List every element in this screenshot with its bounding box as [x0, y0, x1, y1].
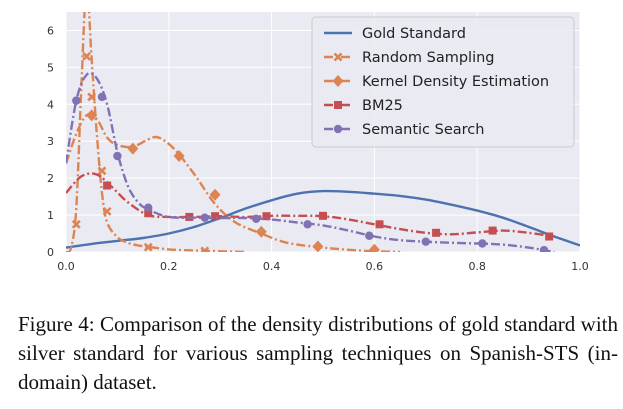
- y-tick-label: 4: [47, 98, 54, 111]
- data-point: [127, 142, 139, 155]
- data-point: [144, 203, 153, 212]
- y-axis-ticks: 0 1 2 3 4 5 6: [47, 24, 54, 259]
- legend-marker: [332, 75, 344, 87]
- y-tick-label: 0: [47, 246, 54, 259]
- data-point: [103, 181, 112, 190]
- data-point: [200, 246, 210, 252]
- legend-box: [311, 16, 575, 148]
- series-kernel-density-estimation: [66, 109, 401, 252]
- figure-caption: Figure 4: Comparison of the density dist…: [18, 312, 618, 394]
- data-point: [319, 211, 327, 220]
- y-tick-label: 3: [47, 135, 54, 148]
- density-chart: 0.0 0.2 0.4 0.6 0.8 1.0 0 1 2 3 4 5 6 Gold Standard…: [47, 12, 589, 273]
- legend-label: Random Sampling: [362, 50, 495, 66]
- data-point: [303, 220, 312, 229]
- data-point: [143, 242, 153, 252]
- x-tick-label: 0.0: [57, 260, 75, 273]
- data-point: [375, 220, 384, 229]
- legend-marker: [333, 52, 343, 62]
- x-tick-label: 0.2: [160, 260, 178, 273]
- x-axis-ticks: 0.0 0.2 0.4 0.6 0.8 1.0: [57, 260, 589, 273]
- data-point: [488, 226, 497, 235]
- legend-entry: Random Sampling: [324, 50, 495, 66]
- data-point: [102, 206, 112, 216]
- x-tick-label: 0.6: [366, 260, 384, 273]
- x-tick-label: 1.0: [571, 260, 589, 273]
- data-point: [82, 51, 91, 61]
- legend-entry: Semantic Search: [324, 122, 484, 138]
- x-tick-label: 0.8: [468, 260, 486, 273]
- data-point: [255, 225, 267, 238]
- y-tick-label: 6: [47, 24, 54, 37]
- legend-marker: [333, 124, 343, 134]
- data-point: [365, 231, 374, 240]
- series-line-bm25: [66, 172, 555, 238]
- data-point: [144, 209, 153, 218]
- data-point: [432, 228, 441, 237]
- legend-entry: Kernel Density Estimation: [324, 74, 549, 90]
- data-point: [545, 232, 554, 241]
- data-point: [251, 214, 261, 223]
- y-tick-label: 1: [47, 209, 54, 222]
- series-line-semantic-search: [66, 71, 555, 252]
- series-bm25: [66, 172, 555, 241]
- data-point: [421, 237, 430, 246]
- data-point: [209, 188, 221, 201]
- legend-entry: BM25: [324, 98, 403, 114]
- series-gold-standard: [66, 189, 580, 249]
- series-random-sampling: [66, 12, 246, 252]
- series-line-kernel-density-estimation: [66, 113, 401, 252]
- data-point: [72, 96, 81, 105]
- data-point: [97, 92, 107, 102]
- legend-label: BM25: [362, 98, 403, 114]
- data-point: [173, 150, 185, 162]
- series-line-gold-standard: [66, 189, 580, 249]
- data-point: [86, 109, 98, 122]
- y-tick-label: 5: [47, 61, 54, 74]
- legend-label: Gold Standard: [362, 26, 466, 42]
- series-line-random-sampling: [66, 12, 246, 252]
- data-point: [71, 219, 81, 229]
- data-point: [97, 166, 107, 176]
- data-point: [211, 212, 220, 221]
- data-point: [539, 245, 549, 252]
- legend-entry: Gold Standard: [324, 26, 466, 42]
- data-point: [368, 243, 380, 252]
- series-lines: [66, 12, 580, 252]
- legend-label: Semantic Search: [362, 122, 484, 138]
- data-point: [478, 239, 487, 248]
- y-tick-label: 2: [47, 172, 54, 185]
- data-point: [113, 151, 122, 161]
- data-point: [312, 240, 324, 252]
- legend-marker: [334, 101, 342, 109]
- x-tick-label: 0.4: [263, 260, 281, 273]
- legend-label: Kernel Density Estimation: [362, 74, 549, 90]
- series-semantic-search: [66, 71, 555, 252]
- data-point: [87, 92, 97, 102]
- data-point: [200, 213, 209, 222]
- data-point: [262, 212, 271, 221]
- legend: Gold Standard Random Sampling Kernel Densi…: [311, 16, 575, 148]
